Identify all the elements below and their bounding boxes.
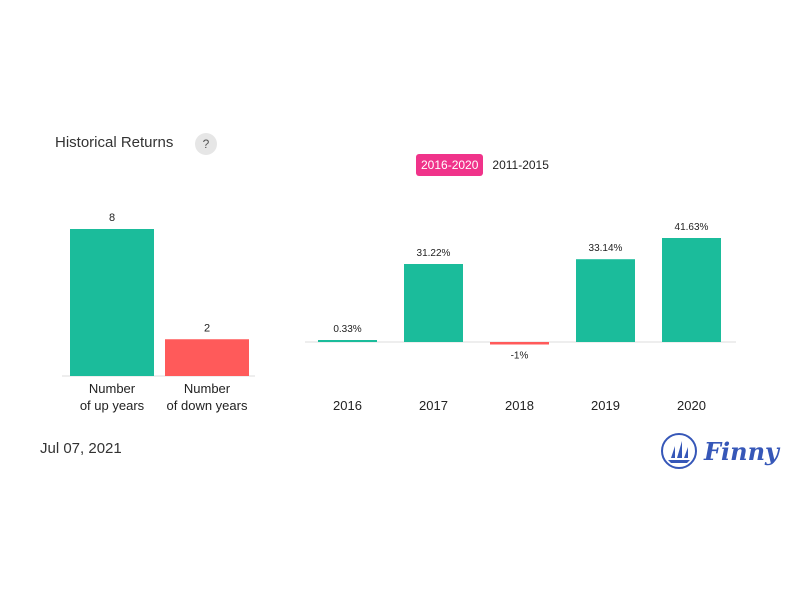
tab-2016-2020[interactable]: 2016-2020 [416, 154, 484, 176]
bar-return-2017 [404, 264, 463, 342]
as-of-date: Jul 07, 2021 [40, 440, 122, 457]
category-label-count-0-line2: of up years [80, 398, 145, 413]
bar-count-0 [70, 229, 154, 376]
bar-return-2016 [318, 340, 377, 342]
data-label-return-2016: 0.33% [333, 324, 361, 335]
sailboat-icon [661, 433, 697, 469]
bar-return-2018 [490, 342, 549, 345]
category-label-count-1-line2: of down years [167, 398, 248, 413]
tab-2011-2015[interactable]: 2011-2015 [492, 158, 549, 172]
tick-label-2016: 2016 [333, 398, 362, 413]
tick-label-2020: 2020 [677, 398, 706, 413]
data-label-return-2017: 31.22% [417, 248, 451, 259]
tick-label-2019: 2019 [591, 398, 620, 413]
bar-count-1 [165, 339, 249, 376]
period-tabs: 2016-2020 2011-2015 [416, 154, 554, 176]
data-label-return-2018: -1% [511, 350, 529, 361]
data-label-return-2020: 41.63% [675, 222, 709, 233]
brand-name: Finny [704, 436, 779, 466]
chart-title: Historical Returns [55, 134, 174, 151]
tick-label-2017: 2017 [419, 398, 448, 413]
data-label-count-1: 2 [204, 322, 210, 334]
category-label-count-1-line1: Number [184, 381, 231, 396]
help-icon[interactable]: ? [195, 133, 217, 155]
tick-label-2018: 2018 [505, 398, 534, 413]
finny-logo[interactable]: Finny [660, 432, 779, 470]
data-label-return-2019: 33.14% [589, 243, 623, 254]
data-label-count-0: 8 [109, 212, 115, 224]
bar-return-2020 [662, 238, 721, 342]
category-label-count-0-line1: Number [89, 381, 136, 396]
bar-return-2019 [576, 259, 635, 342]
